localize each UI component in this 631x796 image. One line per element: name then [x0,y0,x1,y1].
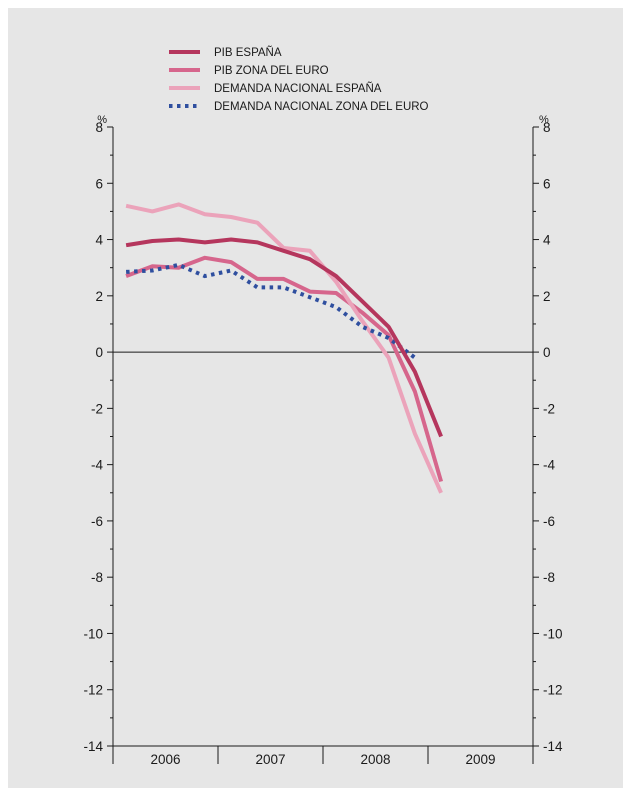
y-unit-right: % [539,114,549,126]
chart-panel [8,8,623,788]
legend-label-2: PIB ZONA DEL EURO [214,65,329,77]
y-tick-label-right: -6 [543,514,555,529]
y-tick-label-right: 2 [543,289,551,304]
y-tick-label-right: -8 [543,570,555,585]
y-tick-label-left: -14 [83,739,103,754]
x-tick-label: 2006 [150,752,180,767]
x-tick-label: 2009 [465,752,495,767]
series-layer [125,202,444,494]
x-tick-label: 2007 [255,752,285,767]
y-tick-label-right: 4 [543,233,551,248]
y-tick-label-right: -10 [543,626,563,641]
y-tick-label-left: -6 [91,514,103,529]
y-tick-label-right: 8 [543,120,551,135]
y-tick-label-left: 8 [95,120,103,135]
y-tick-label-left: -10 [83,626,103,641]
y-tick-label-left: -8 [91,570,103,585]
y-tick-label-left: 0 [95,345,103,360]
y-tick-label-right: -2 [543,401,555,416]
y-tick-label-right: -12 [543,683,563,698]
y-tick-label-right: -4 [543,458,555,473]
y-tick-label-left: -4 [91,458,103,473]
series-line-3 [125,202,443,494]
legend-label-3: DEMANDA NACIONAL ESPAÑA [214,82,382,95]
y-tick-label-right: 6 [543,176,551,191]
y-tick-label-right: -14 [543,739,563,754]
series-line-4 [125,262,417,360]
y-tick-label-left: -12 [83,683,103,698]
x-tick-label: 2008 [360,752,390,767]
y-tick-label-left: 6 [95,176,103,191]
y-tick-label-left: -2 [91,401,103,416]
series-line-2 [125,255,444,483]
y-tick-label-right: 0 [543,345,551,360]
y-unit-left: % [97,114,107,126]
axes: 8 8 6 6 4 4 2 2 0 0 -2 -2 -4 -4 -6 -6 -8 -8 -10 -10 -12 -12 -1… [83,114,563,767]
series-line-1 [125,237,443,438]
y-tick-label-left: 4 [95,233,103,248]
y-tick-label-left: 2 [95,289,103,304]
legend: PIB ESPAÑA PIB ZONA DEL EURO DEMANDA NACIO… [169,46,429,113]
legend-label-1: PIB ESPAÑA [214,46,282,59]
legend-label-4: DEMANDA NACIONAL ZONA DEL EURO [214,101,429,113]
